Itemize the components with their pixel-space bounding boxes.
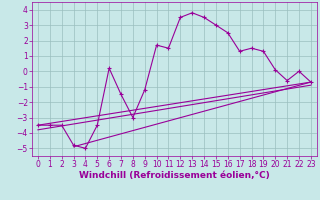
- X-axis label: Windchill (Refroidissement éolien,°C): Windchill (Refroidissement éolien,°C): [79, 171, 270, 180]
